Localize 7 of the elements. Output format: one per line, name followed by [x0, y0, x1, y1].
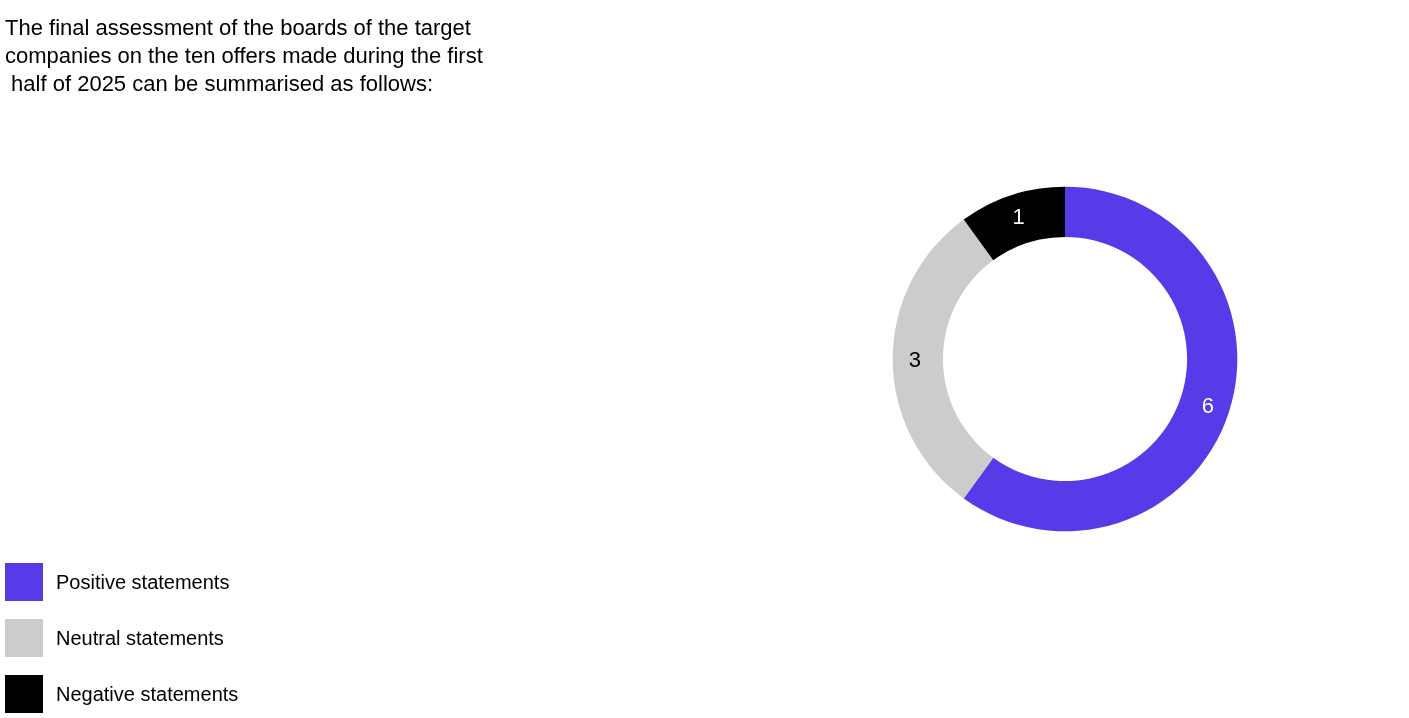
data-label: 1	[1012, 203, 1025, 229]
legend-label: Neutral statements	[56, 627, 224, 649]
legend-label: Negative statements	[56, 683, 239, 705]
legend-label: Positive statements	[56, 571, 230, 593]
data-label: 3	[908, 346, 921, 372]
chart-title: The final assessment of the boards of the target companies on the ten offers made during the first half of 2025 can be summarised as follows:	[5, 14, 483, 96]
data-label: 6	[1201, 392, 1214, 418]
